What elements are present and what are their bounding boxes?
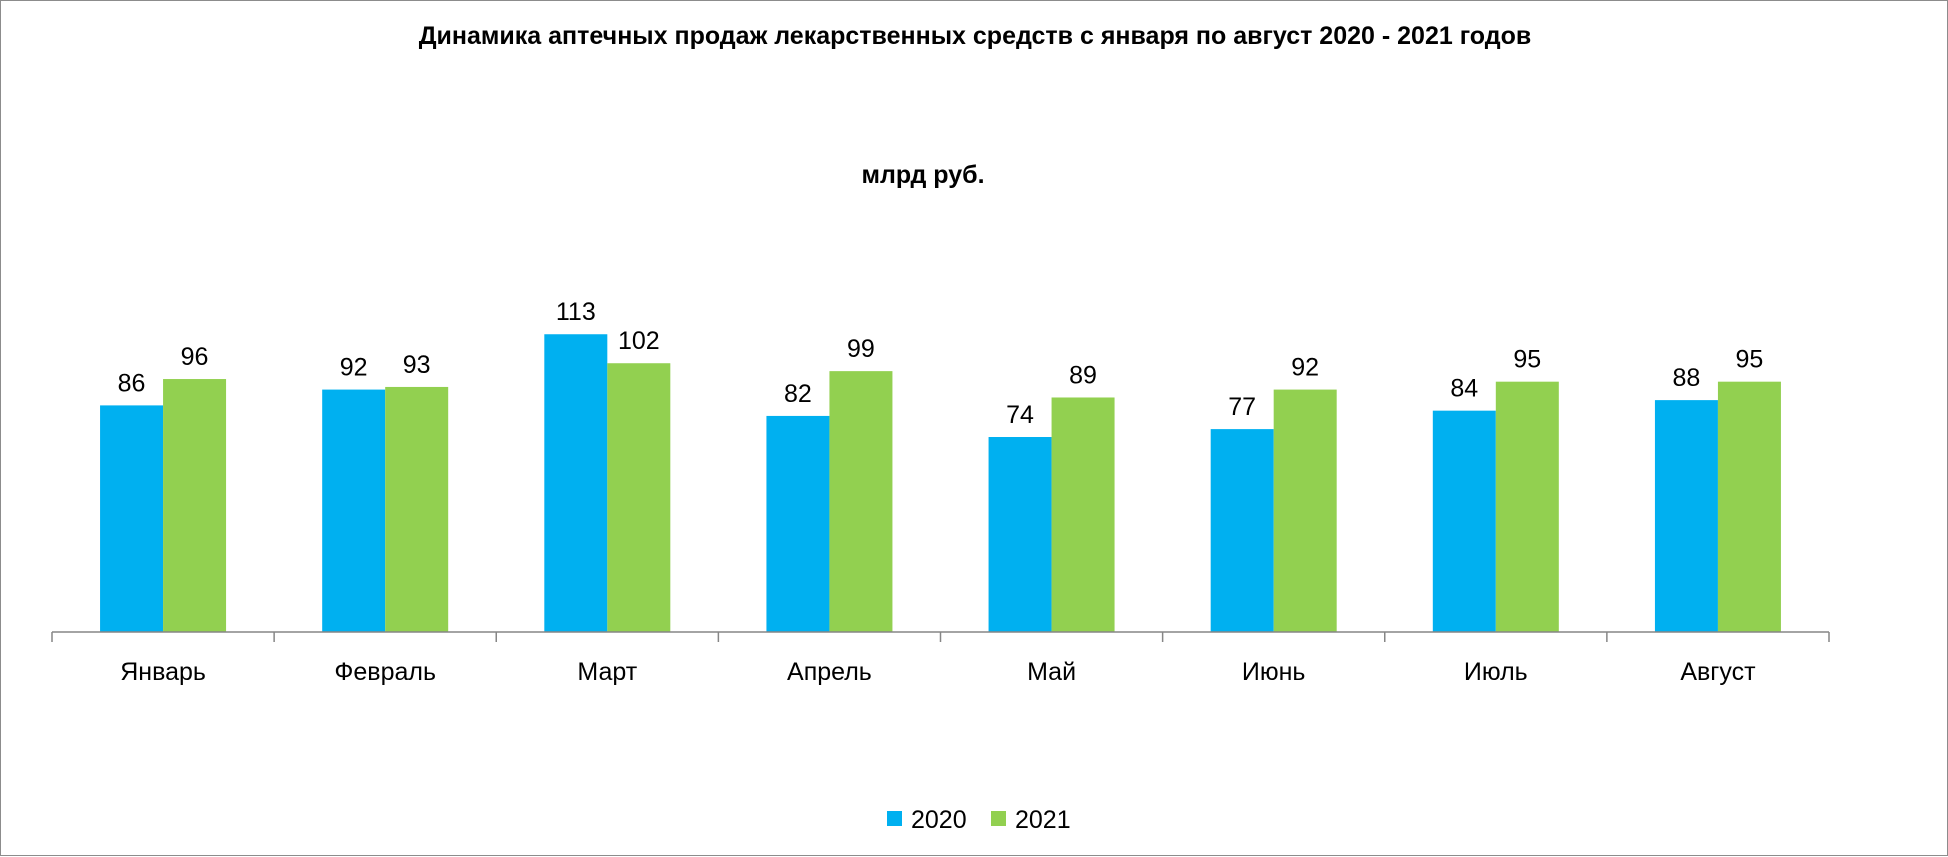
bar-2020-6 [1210,429,1274,632]
chart-title: Динамика аптечных продаж лекарственных с… [419,22,1531,50]
legend: 2020 2021 [887,806,1071,834]
x-tick-label: Февраль [334,658,436,686]
data-label-2020-3: 113 [556,298,596,326]
data-label-2020-6: 77 [1228,393,1256,421]
data-label-2020-2: 92 [340,354,368,382]
data-labels-group: 86 96 92 93 113 102 82 99 74 89 77 92 84 95 88 95 [118,298,1764,429]
legend-label-2021: 2021 [1015,806,1071,834]
data-label-2020-7: 84 [1450,375,1478,403]
bar-2020-3 [544,334,608,632]
data-label-2020-8: 88 [1673,364,1701,392]
bar-2021-8 [1717,381,1781,632]
x-axis: Январь Февраль Март Апрель Май Июнь Июль Август [51,631,1830,686]
bar-2020-5 [988,437,1052,632]
data-label-2021-3: 102 [618,327,660,355]
data-label-2020-4: 82 [784,380,812,408]
data-label-2021-7: 95 [1513,346,1541,374]
data-label-2021-4: 99 [847,335,875,363]
bars-group [100,334,1781,632]
bar-2021-5 [1051,397,1115,632]
bar-2021-2 [385,386,449,632]
bar-2021-3 [607,363,671,632]
data-label-2021-2: 93 [403,351,431,379]
legend-swatch-2020 [887,811,902,826]
x-tick-label: Январь [120,658,206,686]
data-label-2021-8: 95 [1736,346,1764,374]
chart-subtitle: млрд руб. [861,161,984,189]
data-label-2020-5: 74 [1006,401,1034,429]
x-tick-label: Август [1680,658,1756,686]
bar-2021-1 [163,379,227,632]
bar-2020-8 [1654,400,1718,632]
data-label-2021-5: 89 [1069,361,1097,389]
bar-2020-4 [766,415,830,632]
x-tick-label: Апрель [787,658,872,686]
bar-2021-7 [1495,381,1559,632]
data-label-2021-6: 92 [1291,354,1319,382]
legend-label-2020: 2020 [911,806,967,834]
bar-2020-7 [1432,410,1496,632]
data-label-2020-1: 86 [118,369,146,397]
bar-2020-2 [322,389,386,632]
x-tick-label: Июль [1464,658,1528,686]
bar-2021-4 [829,371,893,632]
x-tick-label: Июнь [1242,658,1306,686]
bar-2020-1 [100,405,164,632]
x-tick-label: Май [1027,658,1076,686]
x-tick-label: Март [577,658,637,686]
legend-swatch-2021 [991,811,1006,826]
data-label-2021-1: 96 [181,343,209,371]
bar-2021-6 [1273,389,1337,632]
